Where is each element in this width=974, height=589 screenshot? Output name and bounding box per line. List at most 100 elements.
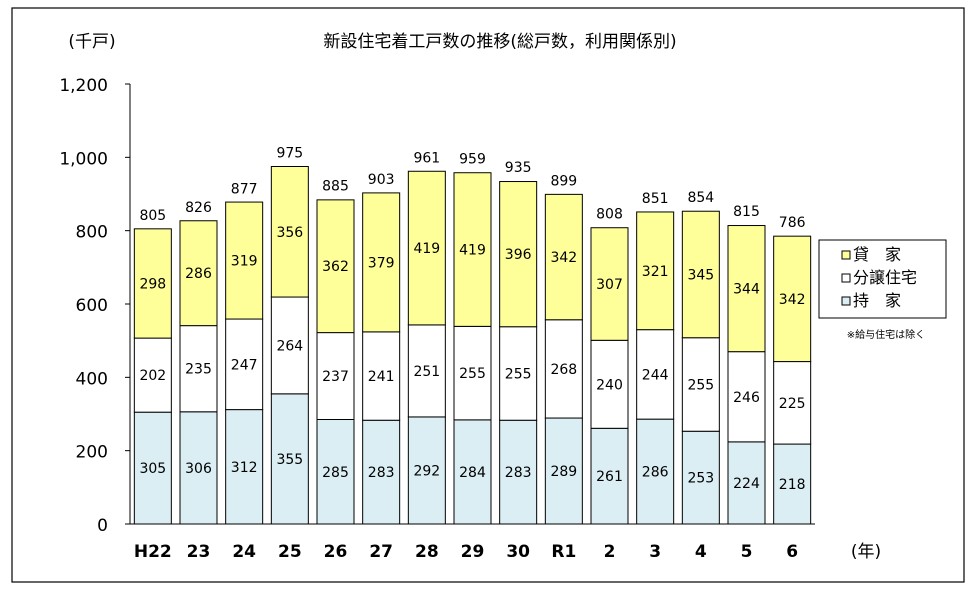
data-label: 298 (139, 276, 166, 292)
x-tick-label: 5 (741, 542, 753, 562)
data-label: 321 (642, 264, 669, 280)
data-label: 283 (505, 465, 532, 481)
bar-segment (316, 419, 355, 525)
y-tick-label: 0 (97, 516, 108, 536)
data-label: 419 (413, 241, 440, 257)
data-label: 224 (733, 476, 760, 492)
data-label: 283 (368, 465, 395, 481)
data-label: 306 (185, 461, 212, 477)
data-label: 264 (276, 338, 303, 354)
total-label: 961 (413, 151, 440, 167)
bar-segment (727, 351, 766, 443)
y-tick-label: 1,000 (59, 149, 108, 169)
x-tick-label: 26 (324, 542, 348, 562)
legend-swatch (841, 296, 851, 306)
legend-box (818, 239, 947, 319)
data-label: 289 (550, 464, 577, 480)
y-tick-label: 200 (76, 443, 108, 463)
bar-segment (636, 418, 675, 525)
bar-segment (727, 225, 766, 353)
total-label: 786 (779, 215, 806, 231)
y-tick-label: 800 (76, 223, 108, 243)
y-axis-unit: (千戸) (68, 32, 115, 52)
data-label: 246 (733, 390, 760, 406)
data-label: 241 (368, 369, 395, 385)
data-label: 235 (185, 362, 212, 378)
x-tick-label: 25 (278, 542, 302, 562)
bar-segment (407, 324, 446, 418)
bar-segment (590, 339, 629, 429)
total-label: 975 (276, 146, 303, 162)
data-label: 240 (596, 377, 623, 393)
data-label: 342 (550, 250, 577, 266)
bar-segment (316, 332, 355, 421)
bar-segment (407, 416, 446, 525)
bar-segment (453, 172, 492, 327)
bar-segment (590, 227, 629, 341)
chart-title: 新設住宅着工戸数の推移(総戸数，利用関係別) (323, 32, 676, 52)
data-label: 255 (505, 366, 532, 382)
x-tick-label: 29 (461, 542, 485, 562)
data-label: 218 (779, 477, 806, 493)
bar-segment (225, 318, 264, 411)
x-tick-label: R1 (551, 542, 576, 562)
data-label: 319 (231, 254, 258, 270)
data-label: 261 (596, 469, 623, 485)
data-label: 356 (276, 225, 303, 241)
x-tick-label: 2 (604, 542, 616, 562)
total-label: 808 (596, 207, 623, 223)
data-label: 225 (779, 396, 806, 412)
bar-segment (773, 235, 812, 363)
bar-segment (727, 441, 766, 525)
bar-segment (544, 417, 583, 525)
bar-segment (133, 411, 172, 525)
data-label: 285 (322, 465, 349, 481)
bar-segment (544, 193, 583, 321)
data-label: 286 (642, 465, 669, 481)
legend-label: 持 家 (853, 291, 901, 310)
total-label: 854 (687, 190, 714, 206)
bar-segment (499, 181, 538, 328)
data-label: 244 (642, 367, 669, 383)
x-tick-label: 4 (695, 542, 707, 562)
total-label: 935 (505, 160, 532, 176)
data-label: 305 (139, 461, 166, 477)
footnote: ※給与住宅は除く (847, 328, 925, 341)
data-label: 237 (322, 369, 349, 385)
x-tick-label: 3 (649, 542, 661, 562)
total-label: 885 (322, 179, 349, 195)
x-tick-label: 24 (232, 542, 256, 562)
data-label: 345 (687, 267, 714, 283)
data-label: 396 (505, 247, 532, 263)
bar-segment (453, 419, 492, 525)
data-label: 247 (231, 357, 258, 373)
bar-segment (681, 430, 720, 525)
legend-swatch (841, 273, 851, 283)
data-label: 379 (368, 255, 395, 271)
x-tick-label: 30 (506, 542, 530, 562)
total-label: 826 (185, 200, 212, 216)
data-label: 419 (459, 243, 486, 259)
bar-segment (179, 220, 218, 327)
data-label: 253 (687, 471, 714, 487)
data-label: 251 (413, 364, 440, 380)
bar-segment (453, 325, 492, 421)
bar-segment (225, 409, 264, 525)
x-axis-unit: (年) (851, 542, 881, 562)
total-label: 959 (459, 151, 486, 167)
data-label: 344 (733, 282, 760, 298)
legend-label: 貸 家 (853, 245, 901, 264)
bar-segment (636, 211, 675, 331)
bar-segment (316, 199, 355, 334)
bar-segment (499, 419, 538, 525)
legend-label: 分譲住宅 (853, 268, 917, 287)
data-label: 292 (413, 463, 440, 479)
data-label: 307 (596, 277, 623, 293)
data-label: 355 (276, 452, 303, 468)
y-tick-label: 400 (76, 369, 108, 389)
data-label: 255 (459, 366, 486, 382)
total-label: 805 (139, 208, 166, 224)
